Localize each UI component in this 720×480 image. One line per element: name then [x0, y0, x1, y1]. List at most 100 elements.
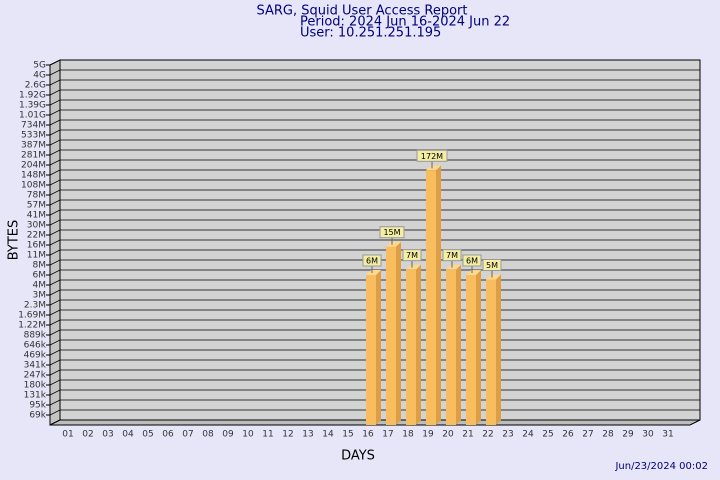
bar-side: [416, 264, 421, 425]
y-tick-label: 281M: [21, 151, 46, 161]
x-tick-label: 20: [442, 430, 454, 440]
x-tick-label: 24: [522, 430, 534, 440]
bar: [386, 246, 396, 425]
y-tick-label: 78M: [27, 191, 46, 201]
y-tick-label: 11M: [27, 251, 46, 261]
grid-line: [49, 129, 700, 136]
x-tick-label: 15: [342, 430, 353, 440]
value-label-box: [379, 226, 405, 239]
y-tick-label: 6M: [33, 271, 47, 281]
y-tick-label: 95k: [29, 401, 46, 411]
y-tick-label: 69k: [29, 411, 46, 421]
y-tick-label: 1.69M: [18, 311, 46, 321]
value-label: 172M: [421, 152, 443, 161]
y-tick-label: 889k: [24, 331, 47, 341]
x-tick-label: 09: [222, 430, 234, 440]
y-tick-label: 734M: [21, 121, 46, 131]
bar: [446, 269, 456, 425]
grid-line: [49, 139, 700, 146]
x-tick-label: 11: [262, 430, 273, 440]
grid-line: [49, 179, 700, 186]
bar-side: [376, 270, 381, 425]
value-label: 6M: [466, 257, 478, 266]
bar: [406, 269, 416, 425]
grid-line: [49, 219, 700, 226]
bar-top: [486, 274, 501, 280]
y-tick-label: 247k: [24, 371, 47, 381]
x-tick-label: 16: [362, 430, 374, 440]
y-tick-label: 5G: [33, 61, 46, 71]
y-tick-label: 1.01G: [19, 111, 46, 121]
grid-line: [49, 189, 700, 196]
value-label-box: [442, 249, 462, 262]
value-label-box: [362, 254, 382, 267]
bar: [466, 275, 476, 425]
y-tick-label: 204M: [21, 161, 46, 171]
x-tick-label: 14: [322, 430, 334, 440]
bar-side: [396, 241, 401, 425]
chart-subtitle: Period: 2024 Jun 16-2024 Jun 22: [300, 15, 510, 30]
bar: [486, 279, 496, 425]
grid-line: [49, 99, 700, 106]
y-tick-label: 1.92G: [19, 91, 46, 101]
value-label-box: [416, 149, 448, 162]
value-label: 15M: [383, 228, 400, 237]
bar-top: [466, 270, 481, 275]
chart-subtitle: User: 10.251.251.195: [300, 26, 441, 41]
y-tick-label: 57M: [27, 201, 46, 211]
bar-side: [456, 264, 461, 425]
y-tick-label: 533M: [21, 131, 46, 141]
y-tick-label: 30M: [27, 221, 46, 231]
x-tick-label: 25: [542, 430, 553, 440]
bar: [366, 275, 376, 425]
x-tick-label: 28: [602, 430, 614, 440]
grid-line: [49, 209, 700, 216]
y-tick-label: 22M: [27, 231, 46, 241]
x-tick-label: 12: [282, 430, 293, 440]
grid-line: [49, 79, 700, 86]
grid-line: [49, 149, 700, 156]
y-tick-label: 387M: [21, 141, 46, 151]
grid-line: [49, 159, 700, 166]
y-tick-label: 41M: [27, 211, 46, 221]
bar-top: [426, 165, 441, 171]
y-tick-label: 1.39G: [19, 101, 46, 111]
x-tick-label: 19: [422, 430, 434, 440]
y-tick-label: 469k: [24, 351, 47, 361]
grid-line: [49, 69, 700, 76]
x-tick-label: 27: [582, 430, 593, 440]
grid-line: [49, 119, 700, 126]
x-tick-label: 31: [662, 430, 673, 440]
chart-title: SARG, Squid User Access Report: [257, 4, 468, 19]
grid-line: [49, 89, 700, 96]
bar-top: [386, 241, 401, 247]
bar-side: [436, 165, 441, 426]
value-label: 7M: [446, 251, 458, 260]
grid-line: [49, 229, 700, 236]
y-tick-label: 341k: [24, 361, 47, 371]
y-tick-label: 1.22M: [18, 321, 46, 331]
x-tick-label: 18: [402, 430, 414, 440]
x-tick-label: 05: [142, 430, 153, 440]
grid-line: [49, 109, 700, 116]
y-tick-label: 180k: [24, 381, 47, 391]
value-label: 7M: [406, 251, 418, 260]
grid-line: [49, 239, 700, 246]
value-label-box: [462, 254, 482, 267]
y-tick-label: 2.6G: [25, 81, 46, 91]
grid-line: [49, 199, 700, 206]
grid-line: [49, 249, 700, 256]
x-tick-label: 07: [182, 430, 193, 440]
bar-side: [476, 270, 481, 425]
grid-line: [49, 169, 700, 176]
x-tick-label: 29: [622, 430, 634, 440]
x-tick-label: 22: [482, 430, 493, 440]
x-tick-label: 21: [462, 430, 473, 440]
x-tick-label: 30: [642, 430, 654, 440]
x-tick-label: 13: [302, 430, 313, 440]
y-tick-label: 646k: [24, 341, 47, 351]
x-tick-label: 04: [122, 430, 134, 440]
y-tick-label: 4G: [33, 71, 46, 81]
x-tick-label: 06: [162, 430, 174, 440]
x-tick-label: 08: [202, 430, 214, 440]
